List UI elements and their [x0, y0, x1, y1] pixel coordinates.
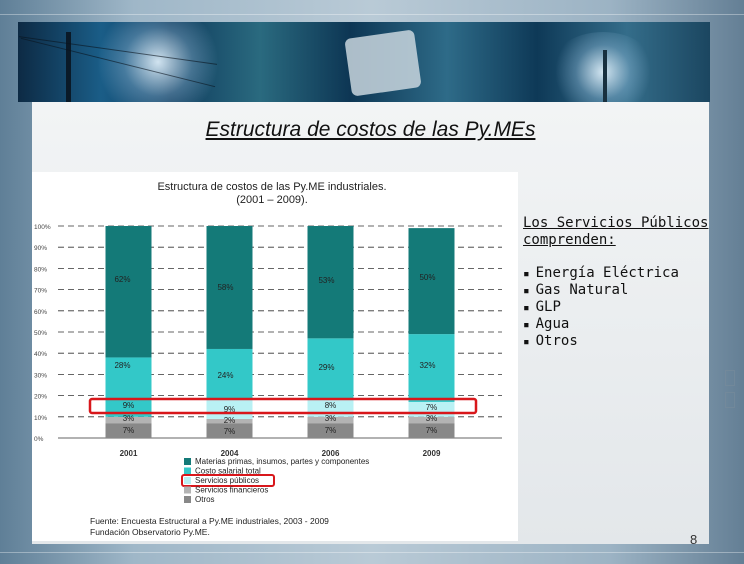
legend-label: Costo salarial total	[195, 467, 261, 476]
y-tick-label: 50%	[34, 330, 47, 337]
chart-source-line-2: Fundación Observatorio Py.ME.	[90, 527, 210, 537]
utility-pole-icon	[66, 32, 71, 102]
list-item: Energía Eléctrica	[523, 265, 679, 282]
legend-swatch	[184, 496, 191, 503]
bar-segment	[105, 423, 152, 438]
data-label: 58%	[217, 283, 233, 292]
chart-title-line-2: (2001 – 2009).	[236, 194, 308, 206]
legend-label: Servicios públicos	[195, 476, 259, 485]
bar-segment	[206, 418, 253, 424]
header-banner-image	[18, 22, 710, 102]
legend-highlight-box	[181, 474, 275, 487]
bar-segment	[307, 338, 354, 400]
bar-segment	[105, 226, 152, 358]
list-item: GLP	[523, 299, 679, 316]
list-item: Gas Natural	[523, 282, 679, 299]
x-tick-label: 2009	[423, 449, 441, 458]
legend-swatch	[184, 486, 191, 494]
highlight-box	[88, 397, 478, 415]
bar-segment	[408, 423, 455, 438]
bar-segment	[307, 423, 354, 438]
data-label: 7%	[224, 427, 236, 436]
x-tick-label: 2006	[322, 449, 340, 458]
services-heading: Los Servicios Públicos comprenden:	[523, 215, 709, 248]
data-label: 29%	[318, 363, 334, 372]
bar-segment	[206, 226, 253, 349]
data-label: 3%	[325, 414, 337, 423]
data-label: 7%	[123, 426, 135, 435]
data-label: 9%	[224, 405, 236, 414]
chart-source-line-1: Fuente: Encuesta Estructural a Py.ME ind…	[90, 516, 329, 526]
page-number: 8	[690, 532, 698, 547]
data-label: 28%	[114, 361, 130, 370]
data-label: 7%	[426, 403, 438, 412]
y-tick-label: 30%	[34, 372, 47, 379]
y-tick-label: 70%	[34, 288, 47, 295]
data-label: 9%	[123, 401, 135, 410]
legend-label: Materias primas, insumos, partes y compo…	[195, 457, 369, 466]
bar-segment	[408, 334, 455, 402]
y-tick-label: 10%	[34, 415, 47, 422]
bar-segment	[105, 416, 152, 424]
chart-image: Estructura de costos de las Py.ME indust…	[32, 172, 518, 541]
bar-segment	[307, 226, 354, 339]
y-tick-label: 40%	[34, 351, 47, 358]
legend-label: Servicios financieros	[195, 486, 268, 495]
y-tick-label: 80%	[34, 266, 47, 273]
decor-line	[0, 14, 744, 15]
decor-box	[725, 392, 735, 408]
data-label: 32%	[419, 361, 435, 370]
x-tick-label: 2004	[221, 449, 239, 458]
data-label: 2%	[224, 416, 236, 425]
data-label: 3%	[426, 414, 438, 423]
bar-segment	[105, 357, 152, 417]
bar-segment	[206, 348, 253, 400]
services-list: Energía Eléctrica Gas Natural GLP Agua O…	[523, 265, 679, 350]
y-tick-label: 90%	[34, 245, 47, 252]
chart-title-line-1: Estructura de costos de las Py.ME indust…	[157, 181, 386, 193]
bar-segment	[408, 228, 455, 335]
x-tick-label: 2001	[120, 449, 138, 458]
data-label: 50%	[419, 273, 435, 282]
legend-swatch	[184, 477, 191, 484]
data-label: 8%	[325, 401, 337, 410]
legend-label: Otros	[195, 495, 215, 504]
y-tick-label: 60%	[34, 309, 47, 316]
data-label: 3%	[123, 414, 135, 423]
list-item: Agua	[523, 316, 679, 333]
data-label: 24%	[217, 371, 233, 380]
power-outlet-icon	[344, 29, 422, 97]
list-item: Otros	[523, 333, 679, 350]
data-label: 7%	[426, 426, 438, 435]
y-tick-label: 100%	[34, 224, 51, 231]
data-label: 62%	[114, 275, 130, 284]
bar-segment	[307, 416, 354, 424]
decor-line	[0, 552, 744, 553]
bar-segment	[206, 423, 253, 438]
data-label: 53%	[318, 276, 334, 285]
stacked-bar-chart: Estructura de costos de las Py.ME indust…	[34, 181, 502, 537]
slide-title: Estructura de costos de las Py.MEs	[205, 118, 536, 141]
y-tick-label: 20%	[34, 394, 47, 401]
y-tick-label: 0%	[34, 436, 44, 443]
data-label: 7%	[325, 426, 337, 435]
utility-pole-icon	[603, 50, 607, 102]
legend-swatch	[184, 458, 191, 465]
decor-box	[725, 370, 735, 386]
legend-swatch	[184, 467, 191, 475]
bar-segment	[408, 416, 455, 424]
